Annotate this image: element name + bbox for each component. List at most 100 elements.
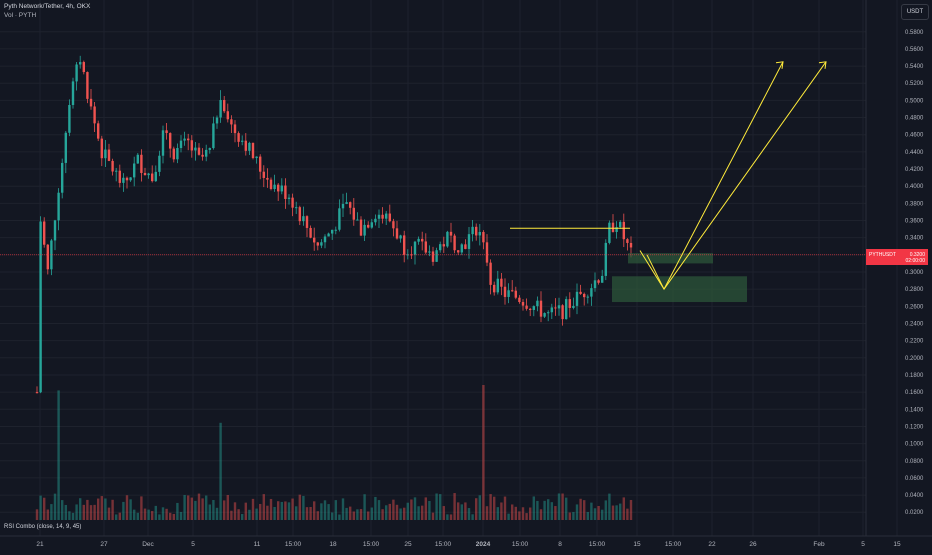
volume-bar: [107, 507, 111, 520]
candle-body: [259, 156, 262, 172]
volume-bar: [255, 508, 258, 520]
y-tick-label: 0.0600: [905, 476, 924, 482]
candle-body: [161, 130, 165, 156]
volume-bar: [410, 499, 413, 520]
volume-bar: [287, 502, 291, 520]
volume-bar: [244, 502, 247, 520]
volume-bar: [269, 498, 273, 520]
volume-bar: [565, 497, 568, 520]
volume-bar: [61, 500, 64, 520]
candle-body: [165, 130, 168, 134]
candle-body: [125, 177, 129, 181]
volume-bar: [172, 513, 175, 520]
y-tick-label: 0.3000: [905, 270, 924, 276]
x-tick-label: 5: [861, 541, 865, 548]
volume-bar: [215, 507, 219, 520]
candle-body: [352, 207, 355, 220]
candle-body: [388, 213, 391, 222]
candle-body: [417, 238, 420, 242]
volume-bar: [147, 509, 150, 520]
candle-body: [291, 197, 294, 208]
candle-body: [572, 305, 575, 308]
x-tick-label: 15:00: [665, 541, 682, 548]
x-tick-label: Feb: [813, 541, 825, 548]
candle-body: [475, 226, 478, 236]
candle-body: [377, 214, 381, 219]
candle-body: [500, 278, 503, 287]
candle-body: [579, 291, 582, 294]
candle-body: [608, 222, 611, 243]
candle-body: [619, 221, 622, 228]
candle-body: [449, 231, 453, 236]
volume-bar: [439, 494, 442, 520]
volume-bar: [248, 509, 251, 520]
candle-body: [507, 290, 510, 297]
volume-bar: [482, 385, 485, 520]
volume-bar: [50, 504, 53, 520]
candle-body: [251, 142, 255, 159]
volume-bar: [449, 514, 453, 520]
volume-bar: [464, 502, 467, 520]
y-tick-label: 0.4000: [905, 184, 924, 190]
candle-body: [381, 214, 384, 219]
candle-body: [194, 147, 197, 151]
x-tick-label: 22: [708, 541, 716, 548]
currency-button[interactable]: USDT: [901, 4, 929, 20]
candle-body: [133, 163, 136, 178]
candle-body: [269, 179, 273, 190]
candle-body: [593, 280, 597, 289]
volume-bar: [536, 500, 539, 520]
rsi-indicator-label: RSI Combo (close, 14, 9, 45): [4, 524, 82, 530]
volume-bar: [349, 506, 352, 520]
x-tick-label: 21: [36, 541, 44, 548]
x-tick-label: 15: [633, 541, 641, 548]
candle-body: [359, 219, 363, 236]
volume-bar: [500, 502, 503, 520]
candle-body: [446, 231, 449, 247]
candle-body: [205, 149, 208, 157]
volume-bar: [64, 504, 67, 520]
candle-body: [453, 235, 456, 251]
volume-bar: [385, 505, 388, 520]
volume-bar: [97, 498, 100, 520]
y-tick-label: 0.0800: [905, 459, 924, 465]
volume-bar: [53, 493, 57, 520]
volume-bar: [331, 512, 334, 520]
candle-body: [237, 133, 240, 142]
volume-bar: [611, 505, 615, 520]
x-tick-label: 15:00: [589, 541, 606, 548]
candle-body: [244, 140, 247, 151]
volume-bar: [370, 507, 373, 520]
volume-bar: [176, 502, 179, 520]
x-tick-label: 15:00: [512, 541, 529, 548]
volume-bar: [529, 507, 532, 520]
y-tick-label: 0.1800: [905, 373, 924, 379]
volume-bar: [532, 496, 535, 520]
candle-body: [82, 62, 85, 73]
y-tick-label: 0.4600: [905, 133, 924, 139]
volume-bar: [277, 501, 280, 520]
volume-bar: [586, 512, 589, 520]
candle-body: [111, 160, 114, 172]
candle-body: [273, 184, 276, 190]
candle-body: [136, 154, 139, 164]
y-tick-label: 0.2800: [905, 287, 924, 293]
candle-body: [399, 235, 402, 239]
volume-bar: [388, 503, 391, 520]
candle-body: [467, 234, 471, 249]
volume-bar: [518, 511, 521, 520]
projection-path-b: [663, 61, 827, 290]
volume-bar: [514, 506, 517, 520]
volume-bar: [251, 498, 255, 520]
candle-body: [403, 235, 406, 255]
candle-body: [183, 138, 186, 141]
candle-body: [536, 300, 539, 307]
volume-bar: [151, 511, 154, 520]
volume-bar: [615, 505, 618, 520]
candle-body: [179, 140, 183, 149]
volume-bar: [374, 496, 377, 520]
volume-bar: [421, 505, 424, 520]
volume-bar: [608, 493, 611, 520]
